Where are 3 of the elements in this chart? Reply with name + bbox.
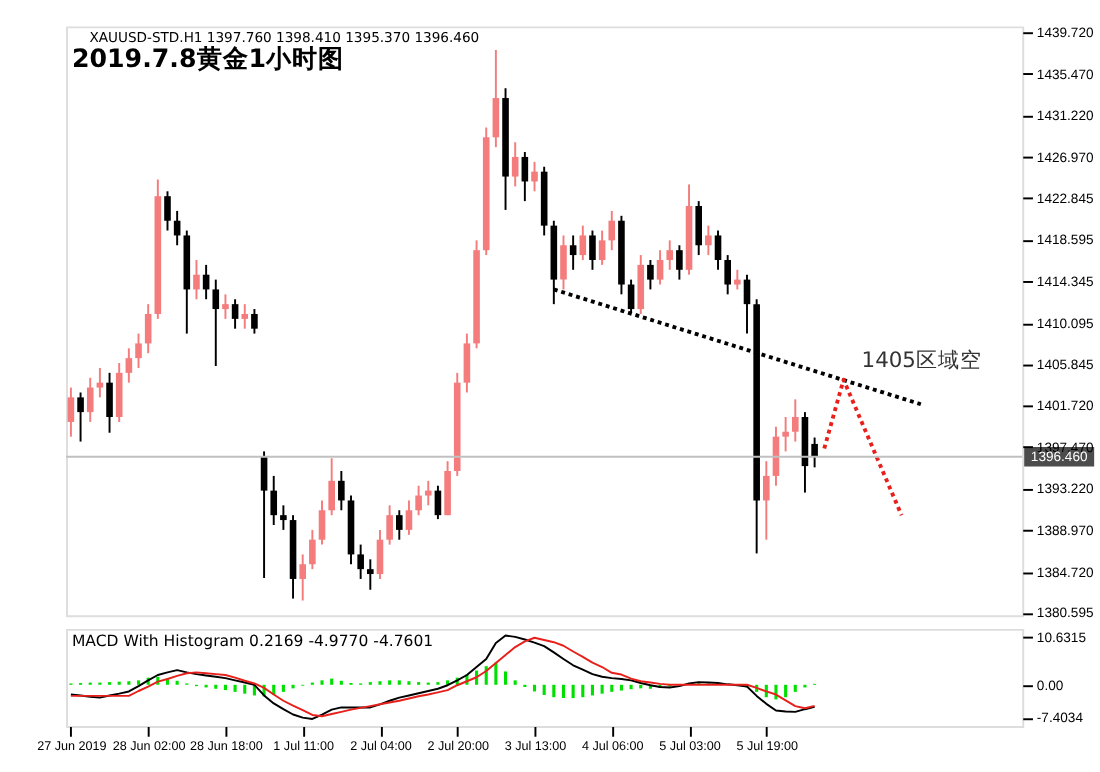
chart-title: MACD With Histogram 0.2169 -4.9770 -4.7601 (71, 632, 434, 651)
text: 2019.7.8黄金1小时图 (71, 43, 345, 74)
annotation: 1405区域空 (861, 347, 982, 373)
